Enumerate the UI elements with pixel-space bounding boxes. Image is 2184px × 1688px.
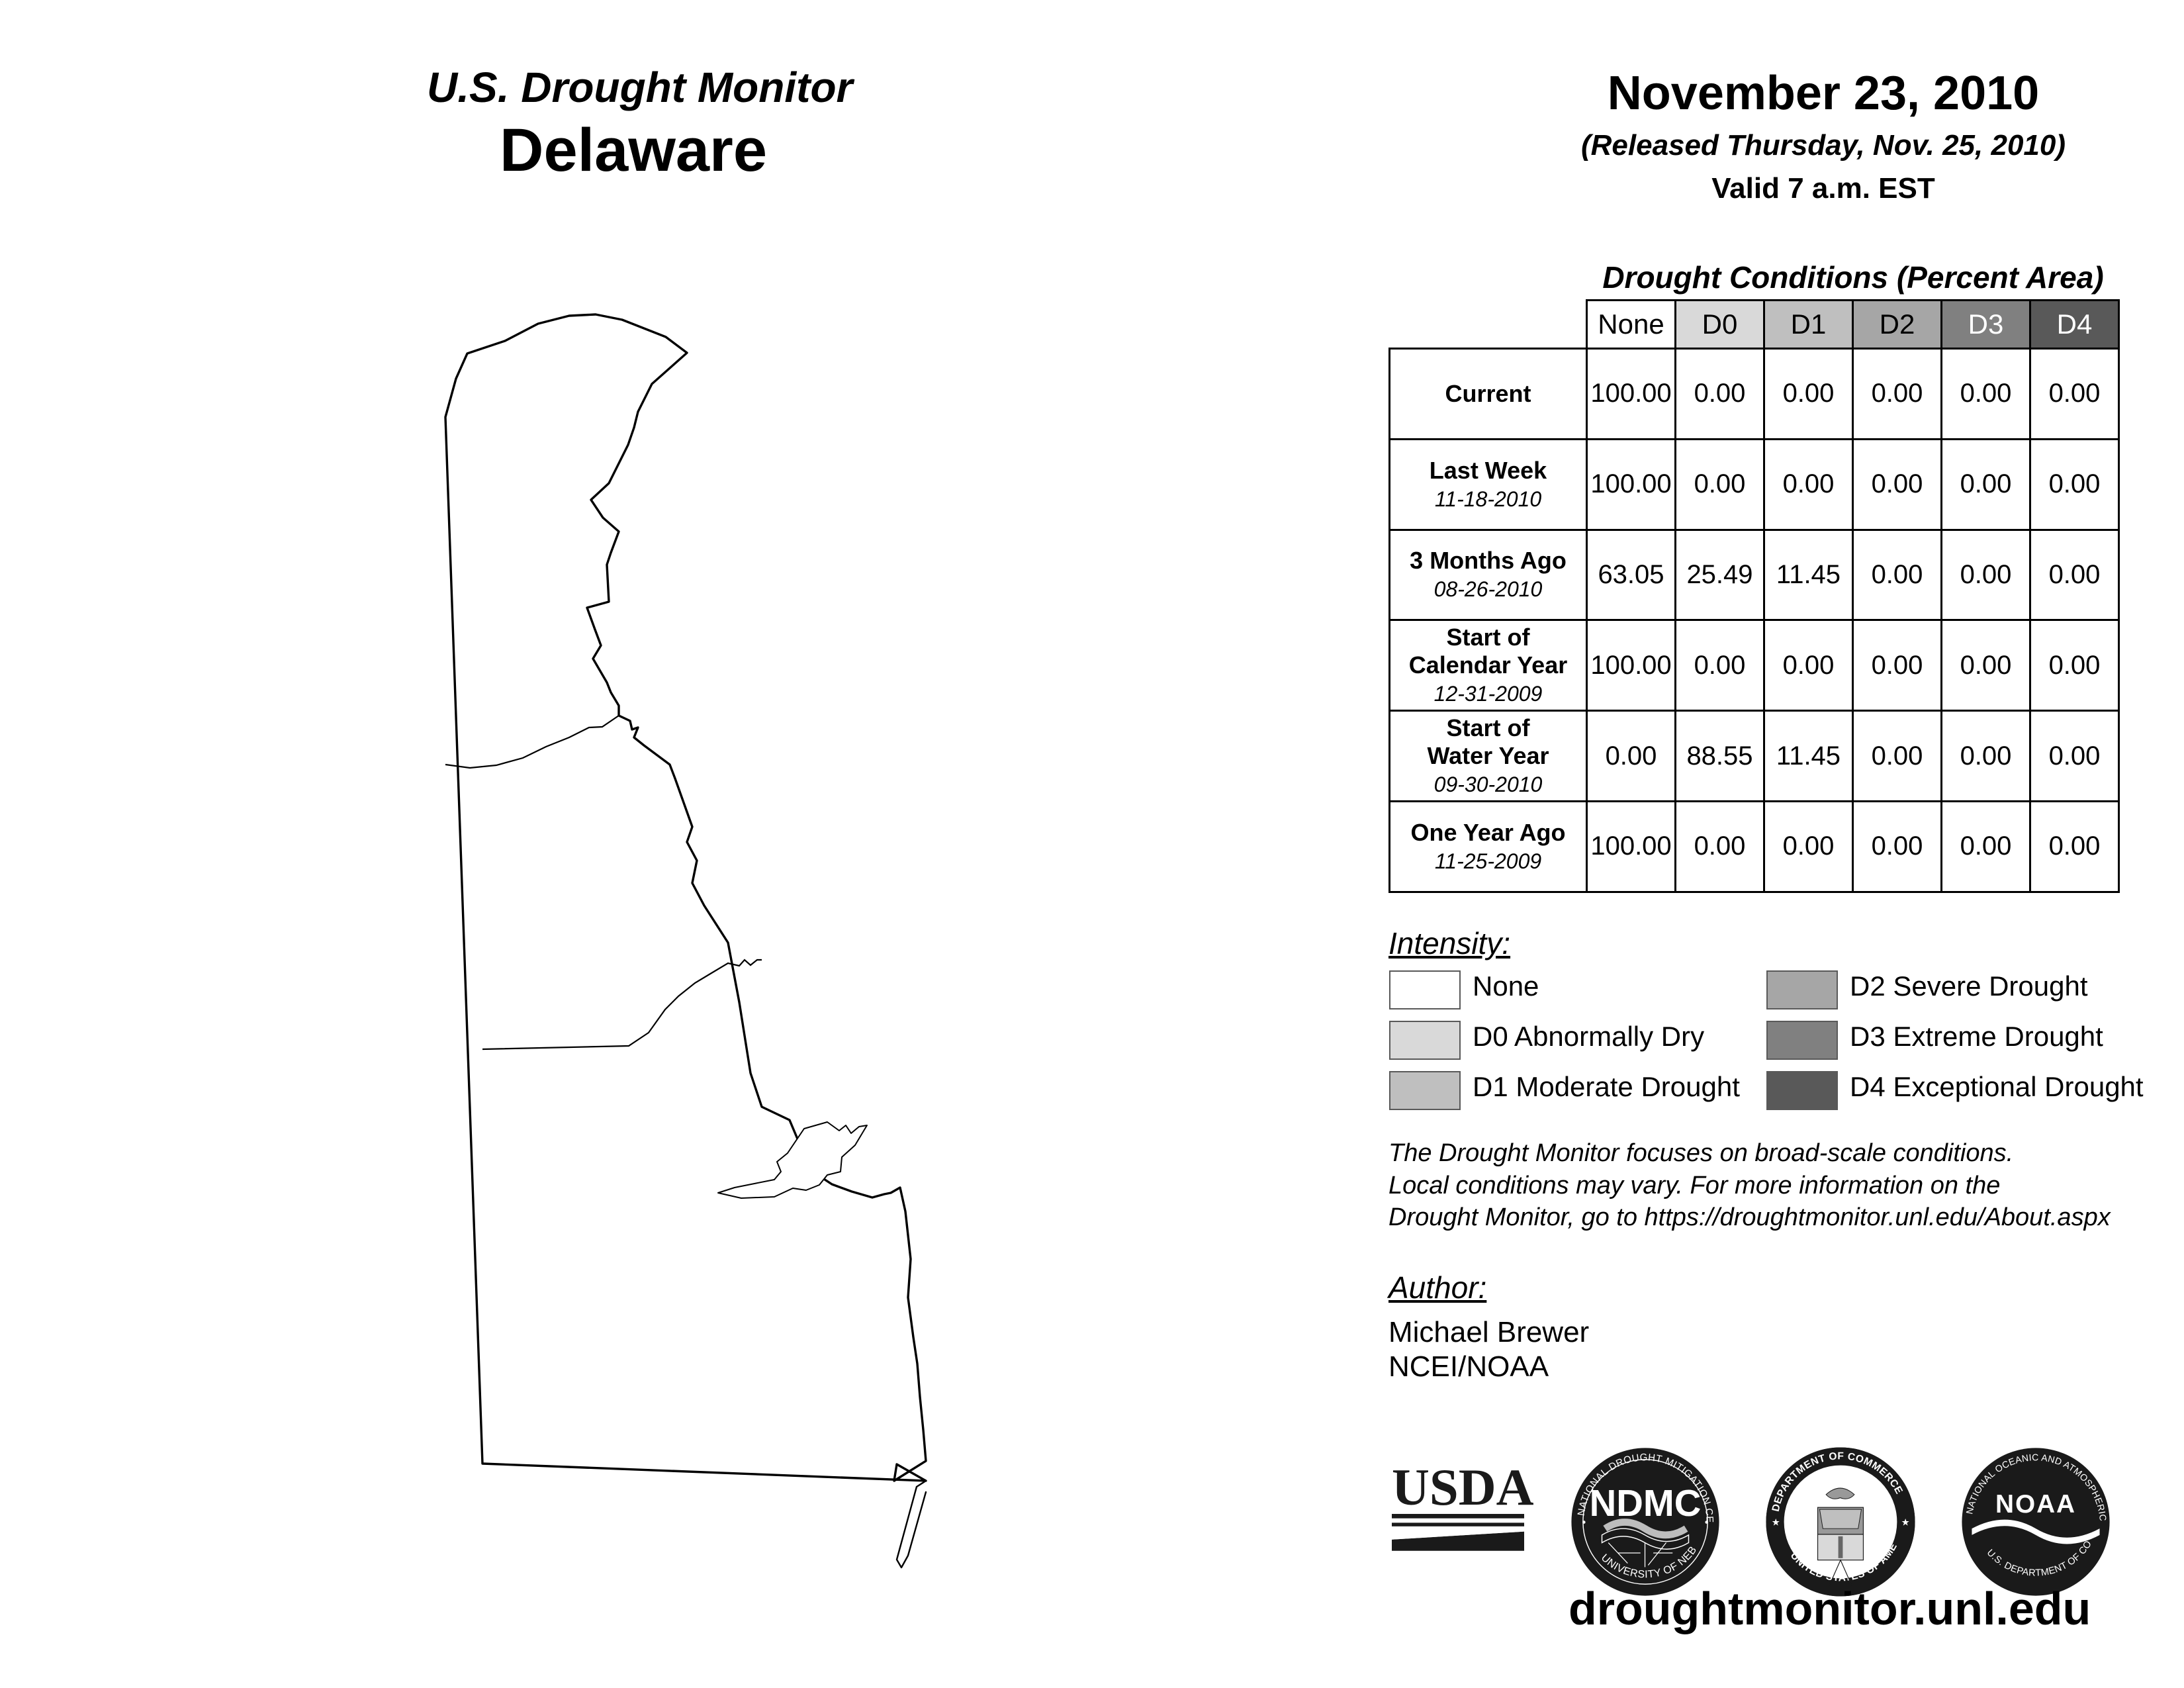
svg-text:★: ★ — [1901, 1517, 1910, 1528]
svg-text:NDMC: NDMC — [1590, 1482, 1702, 1524]
svg-text:USDA: USDA — [1392, 1459, 1534, 1517]
svg-text:NOAA: NOAA — [1995, 1490, 2076, 1519]
svg-text:★: ★ — [1772, 1517, 1780, 1528]
